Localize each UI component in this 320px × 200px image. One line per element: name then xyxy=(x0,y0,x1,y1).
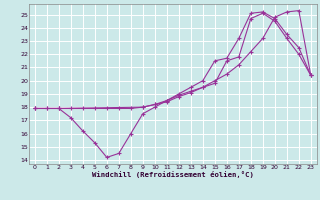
X-axis label: Windchill (Refroidissement éolien,°C): Windchill (Refroidissement éolien,°C) xyxy=(92,171,254,178)
